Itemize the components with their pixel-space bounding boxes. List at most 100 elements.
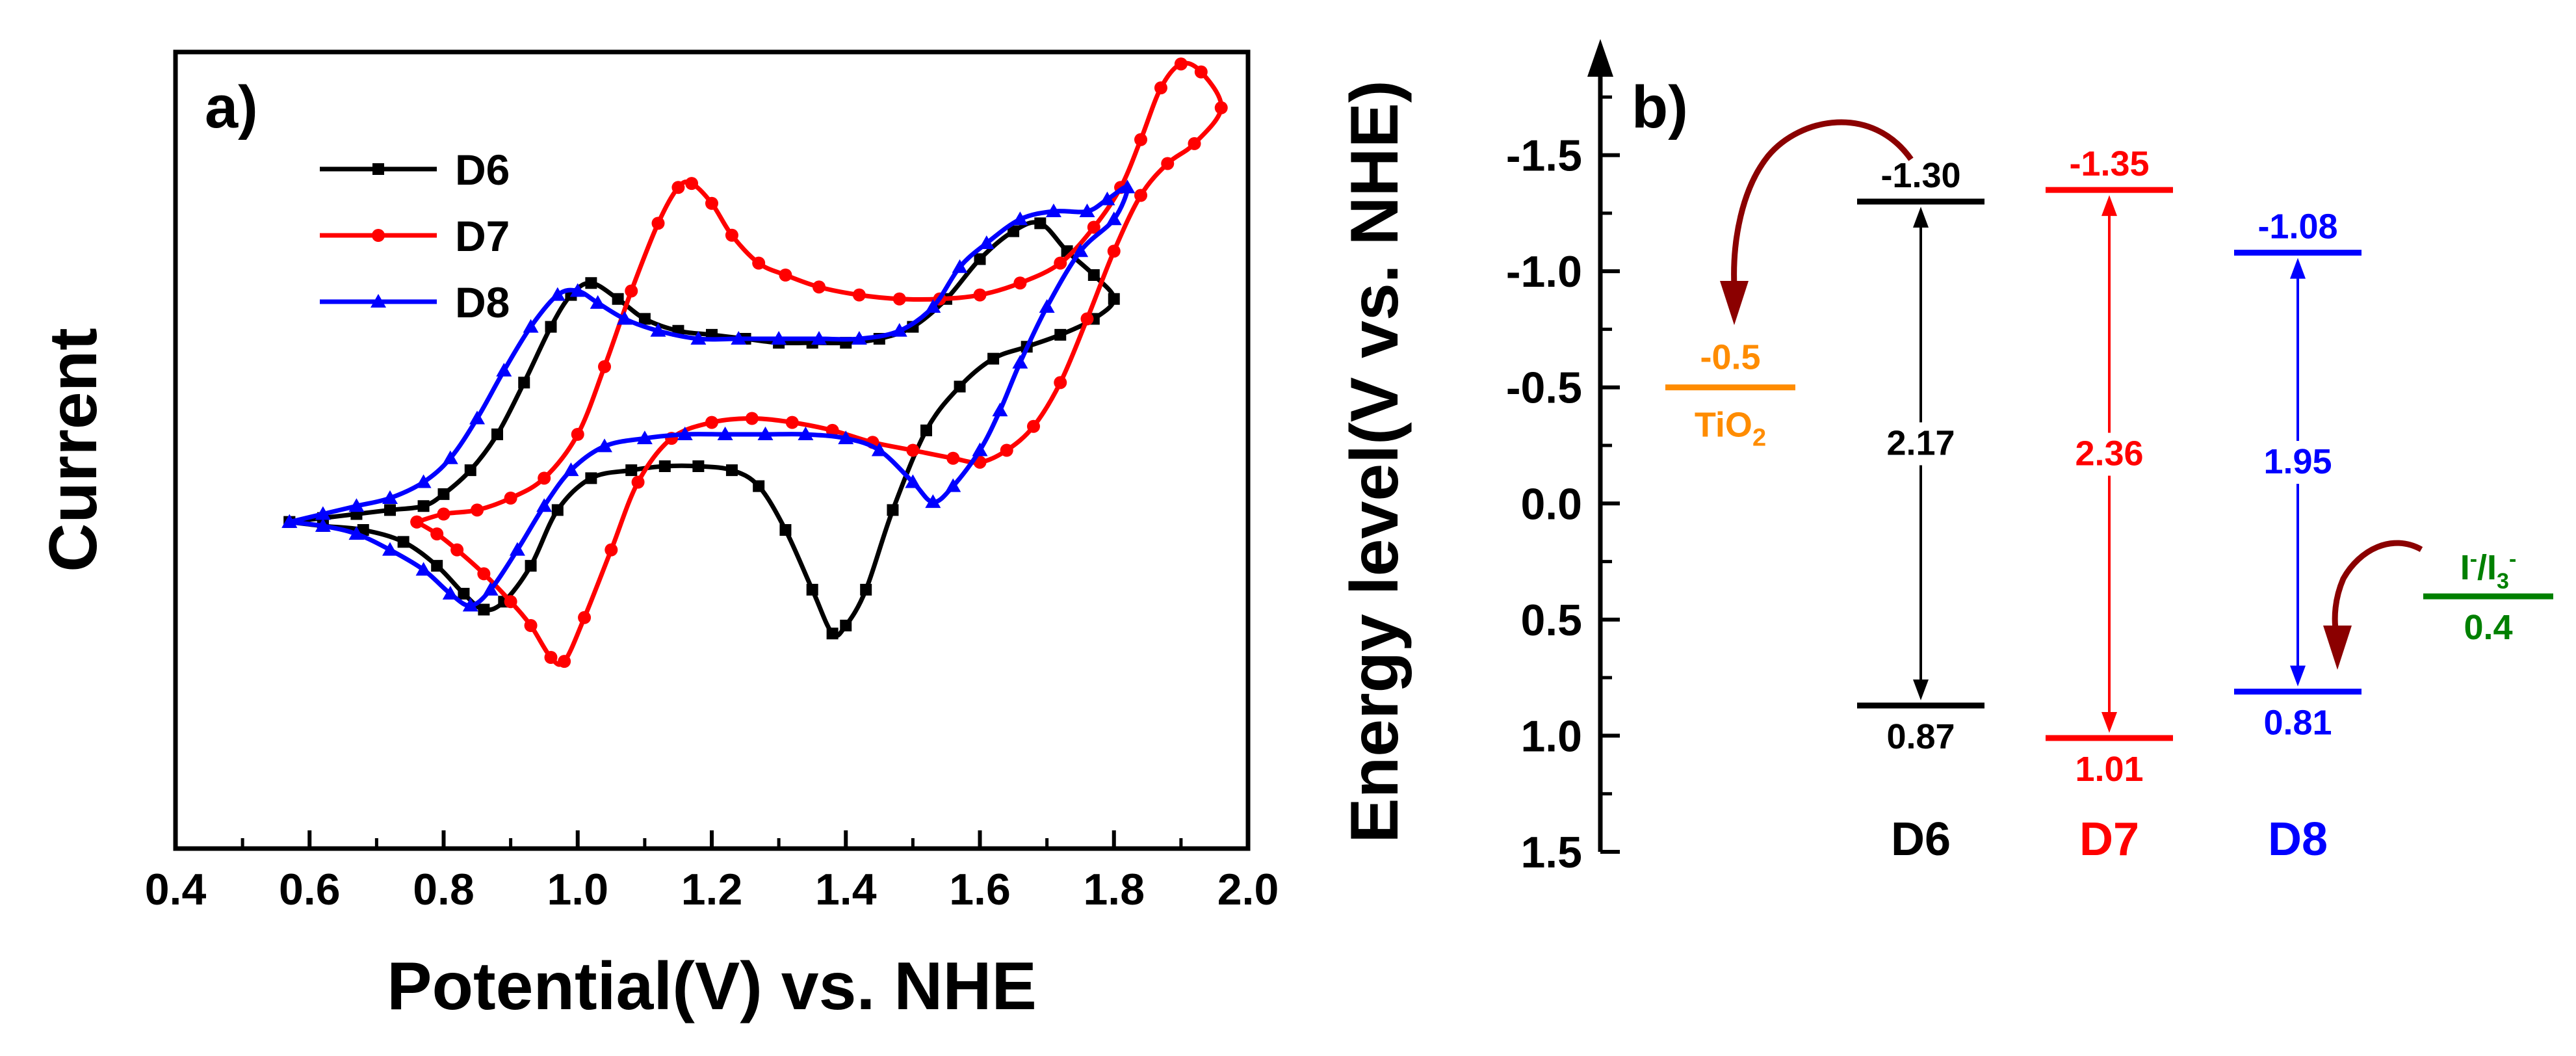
data-point-d7 [705,416,718,429]
data-point-d7 [685,177,699,191]
data-point-d8 [952,259,968,273]
y-tick-label: 1.0 [1520,711,1582,761]
data-point-d8 [690,331,707,345]
data-point-d8 [348,498,365,512]
data-point-d8 [871,442,887,456]
data-point-d6 [491,429,503,440]
data-point-d6 [954,380,966,393]
data-point-d8 [442,450,458,464]
y-axis-title-a: Current [36,328,111,572]
data-point-d7 [1154,81,1167,95]
data-point-d6 [860,583,872,596]
data-point-d7 [1107,244,1121,258]
data-point-d7 [725,228,738,242]
gap-label-d8: 1.95 [2263,442,2332,481]
data-point-d7 [826,423,839,437]
gap-label-bg-d7 [2064,432,2155,476]
data-point-d6 [518,376,530,389]
data-point-d8 [798,427,814,440]
lumo-label-d8: -1.08 [2257,207,2337,246]
data-point-d8 [482,581,499,596]
series-d6 [283,217,1120,640]
data-point-d8 [925,494,941,508]
gap-arrowhead-down-d7 [2101,712,2117,733]
data-point-d6 [585,472,597,484]
homo-label-d8: 0.81 [2263,704,2332,743]
data-point-d8 [771,331,787,345]
panel-label-a: a) [205,74,258,140]
data-point-d7 [651,217,665,230]
series-line-d6 [289,220,1117,639]
data-point-d6 [753,480,765,492]
data-point-d7 [1027,419,1040,433]
x-tick-label: 2.0 [1217,865,1279,914]
gap-arrowhead-up-d7 [2101,195,2117,217]
data-point-d8 [851,331,867,345]
data-point-d6 [458,588,470,600]
data-point-d7 [598,360,611,373]
data-point-d7 [1054,256,1067,270]
data-point-d7 [705,196,718,210]
gap-arrowhead-up-d8 [2290,257,2306,279]
dye-name-d6: D6 [1891,813,1951,865]
data-point-d8 [677,427,693,440]
data-point-d8 [838,430,854,445]
reference-levels-group: -0.5 TiO2 I-/I3- 0.4 [1665,338,2553,647]
data-point-d6 [585,277,597,289]
electron-transfer-arrows [1720,119,2423,670]
data-point-d7 [558,655,571,668]
data-point-d7 [410,515,424,529]
x-tick-label: 0.6 [279,865,341,914]
gap-label-d7: 2.36 [2075,434,2143,473]
y-tick-label: -1.5 [1506,131,1582,181]
data-point-d8 [281,514,298,528]
data-point-d8 [1012,354,1028,369]
data-point-d8 [442,586,458,600]
data-point-d6 [464,464,476,477]
data-point-d6 [1087,269,1100,281]
data-point-d6 [974,253,986,265]
data-point-d8 [382,542,398,556]
data-point-d6 [384,504,396,516]
data-point-d6 [725,464,738,477]
data-point-d8 [650,323,666,337]
data-point-d6 [431,560,443,572]
gap-arrowhead-up-d6 [1913,207,1929,228]
x-tick-label: 1.4 [815,865,877,914]
data-point-d8 [1119,179,1136,194]
data-point-d8 [731,331,747,345]
data-point-d6 [1034,217,1047,230]
data-point-d7 [571,428,584,441]
data-point-d6 [397,536,410,548]
data-point-d8 [616,311,632,325]
x-axis-ticks-a: 0.4 0.6 0.8 1.0 1.2 1.4 1.6 1.8 2.0 [145,830,1279,914]
data-point-d8 [972,442,988,456]
y-axis-title-b: Energy level(V vs. NHE) [1337,80,1412,843]
data-point-d7 [1054,376,1067,389]
data-point-d6 [545,321,557,333]
data-point-d8 [891,323,907,337]
series-d7 [410,57,1228,668]
data-point-d8 [469,410,486,425]
y-tick-label: -0.5 [1506,363,1582,413]
injection-arrowhead [1720,281,1749,325]
data-point-d6 [551,504,564,516]
iodide-value-label: 0.4 [2464,608,2512,647]
data-point-d8 [925,299,941,313]
data-point-d7 [892,292,906,306]
data-point-d8 [1099,191,1115,205]
data-point-d7 [1214,101,1228,114]
data-point-d8 [717,427,733,440]
data-point-d6 [840,620,852,631]
data-point-d6 [525,560,537,572]
data-point-d6 [920,424,932,436]
legend-label-d7: D7 [455,212,510,260]
data-point-d8 [509,542,525,556]
data-point-d8 [415,474,432,488]
legend-marker-d7 [372,229,385,242]
panel-label-b: b) [1632,74,1688,140]
data-point-d7 [1174,57,1188,71]
data-point-d7 [605,543,618,557]
data-point-d8 [811,331,827,345]
data-point-d7 [631,475,645,489]
